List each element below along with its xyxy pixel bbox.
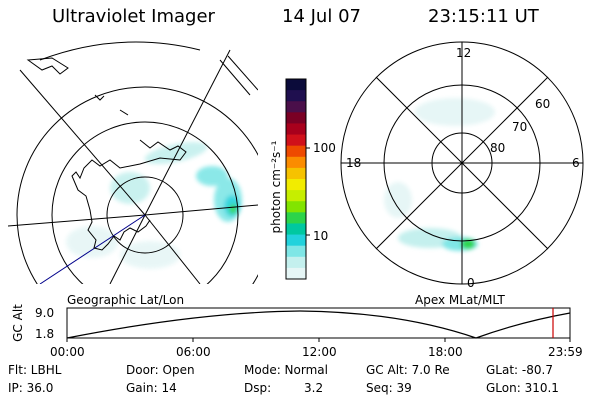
- seq-info: Seq: 39: [366, 381, 412, 395]
- colorbar-tick-10: 10: [313, 229, 329, 243]
- mlat-label-70: 70: [512, 120, 528, 134]
- geographic-caption: Geographic Lat/Lon: [67, 293, 185, 307]
- time-tick-1200: 12:00: [302, 345, 337, 359]
- mlat-label-80: 80: [490, 141, 506, 155]
- instrument-title: Ultraviolet Imager: [52, 6, 215, 27]
- glat-info: GLat: -80.7: [486, 363, 553, 377]
- colorbar-swatch: [286, 267, 306, 280]
- filter-info: Flt: LBHL: [8, 363, 62, 377]
- altitude-ymax: 9.0: [35, 306, 55, 320]
- glon-info: GLon: 310.1: [486, 381, 559, 395]
- magnetic-polar-grid: [340, 41, 584, 285]
- time-tick-2359: 23:59: [548, 345, 583, 359]
- time-tick-0600: 06:00: [176, 345, 211, 359]
- colorbar-swatch: [286, 190, 306, 202]
- colorbar-swatch: [286, 156, 306, 169]
- mlt-label-18: 18: [346, 156, 362, 170]
- observation-time: 23:15:11 UT: [428, 6, 539, 27]
- mlat-label-60: 60: [535, 97, 551, 111]
- altitude-ymin: 1.8: [35, 327, 55, 341]
- colorbar-swatch: [286, 90, 306, 102]
- mlt-label-0: 0: [467, 276, 475, 290]
- observation-date: 14 Jul 07: [282, 6, 361, 27]
- magnetic-caption: Apex MLat/MLT: [415, 293, 505, 307]
- geographic-map: [8, 41, 258, 284]
- mlt-label-6: 6: [572, 156, 580, 170]
- colorbar-swatch: [286, 79, 306, 91]
- colorbar-swatch: [286, 212, 306, 224]
- colorbar-swatch: [286, 101, 306, 113]
- colorbar-swatch: [286, 134, 306, 147]
- dsp-label: Dsp:: [244, 381, 272, 395]
- time-tick-0000: 00:00: [50, 345, 85, 359]
- colorbar-swatch: [286, 167, 306, 180]
- colorbar-swatch: [286, 234, 306, 247]
- altitude-plot: [66, 307, 571, 342]
- colorbar-swatch: [286, 145, 306, 158]
- colorbar-swatch: [286, 201, 306, 213]
- colorbar-tick-100: 100: [313, 141, 336, 155]
- colorbar-swatch: [286, 123, 306, 136]
- aurora-emission-mag: [384, 98, 495, 251]
- colorbar-swatch: [286, 179, 306, 191]
- gc-alt-info: GC Alt: 7.0 Re: [366, 363, 450, 377]
- mode-info: Mode: Normal: [244, 363, 328, 377]
- colorbar-swatch: [286, 256, 306, 269]
- time-tick-1800: 18:00: [428, 345, 463, 359]
- colorbar-swatch: [286, 112, 306, 124]
- ip-info: IP: 36.0: [8, 381, 54, 395]
- colorbar-swatch: [286, 245, 306, 258]
- door-info: Door: Open: [126, 363, 195, 377]
- colorbar: [286, 79, 306, 280]
- dsp-value: 3.2: [304, 381, 324, 395]
- aurora-emission-geo: [66, 141, 242, 269]
- mlt-label-12: 12: [456, 46, 472, 60]
- colorbar-unit-label: photon cm⁻²s⁻¹: [269, 140, 283, 234]
- altitude-axis-label: GC Alt: [11, 304, 25, 342]
- gain-info: Gain: 14: [126, 381, 177, 395]
- colorbar-swatch: [286, 223, 306, 236]
